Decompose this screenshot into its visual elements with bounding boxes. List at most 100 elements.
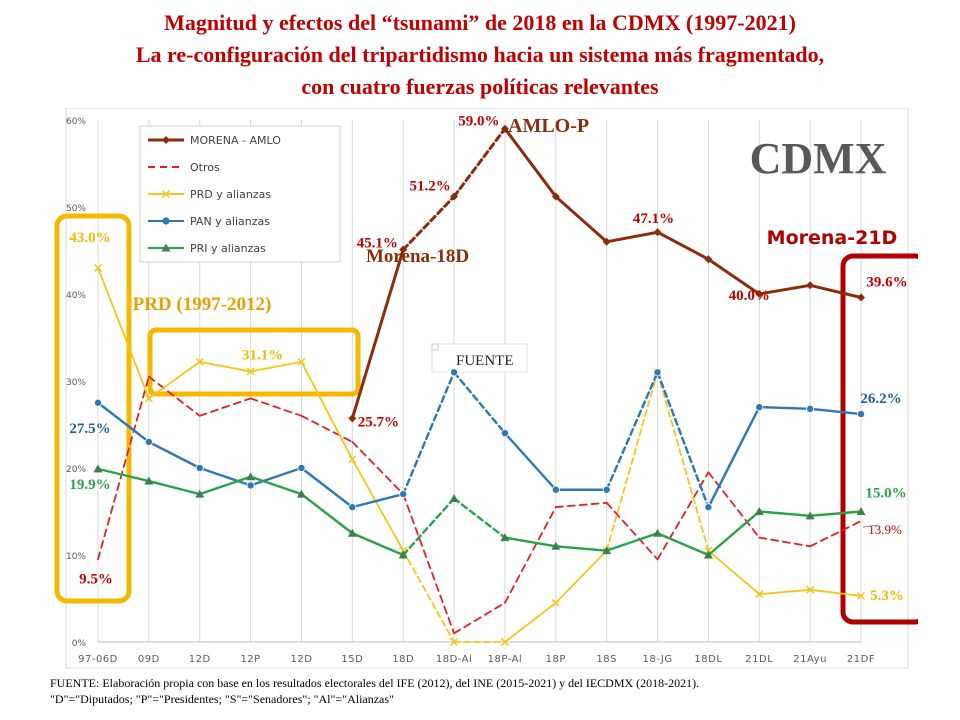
series-line-morena	[757, 283, 812, 296]
series-line-pri	[707, 510, 761, 557]
series-line-otros	[453, 601, 506, 635]
data-point-pan	[195, 463, 204, 472]
data-point-prd	[246, 367, 255, 376]
x-tick-label: 21DF	[847, 654, 875, 665]
legend-label-otros: Otros	[190, 161, 220, 174]
annotation-label: AMLO-P	[508, 115, 589, 137]
x-tick-label: 21Ayu	[793, 654, 827, 665]
series-line-otros	[402, 493, 455, 635]
series-line-otros	[554, 501, 608, 509]
data-point-pan	[297, 463, 306, 472]
data-label: 13.9%	[868, 522, 902, 537]
x-tick-label: 18S	[596, 654, 617, 665]
data-label: 45.1%	[357, 236, 398, 252]
data-point-prd	[500, 637, 509, 647]
series-line-otros	[147, 375, 201, 417]
legend-marker-prd	[161, 189, 171, 199]
series-line-prd	[198, 360, 252, 373]
data-point-prd	[755, 590, 764, 599]
series-line-morena	[656, 230, 710, 261]
series-line-otros	[351, 440, 405, 496]
series-line-pri	[758, 510, 812, 518]
data-point-morena	[755, 290, 764, 298]
series-line-pri	[300, 492, 354, 535]
data-point-pri	[246, 472, 256, 481]
series-line-pan	[452, 371, 507, 435]
series-line-pri	[147, 479, 201, 496]
series-line-otros	[198, 397, 252, 417]
data-point-morena	[450, 192, 459, 201]
chart-title-line-3: con cuatro fuerzas políticas relevantes	[301, 74, 659, 99]
data-point-morena	[551, 192, 560, 201]
series-line-prd	[554, 549, 608, 604]
data-point-prd	[806, 585, 815, 594]
data-point-prd	[450, 637, 459, 647]
series-line-prd	[504, 601, 557, 643]
x-tick-label: 12P	[240, 654, 260, 665]
source-note: FUENTE: Elaboración propia con base en l…	[50, 676, 700, 690]
x-tick-label: 12D	[189, 654, 211, 665]
series-line-pan	[198, 466, 252, 487]
data-point-pan	[246, 481, 255, 490]
data-point-prd	[144, 394, 153, 403]
series-line-pri	[605, 532, 659, 552]
series-line-otros	[300, 414, 354, 443]
leader-line	[862, 524, 878, 528]
series-line-pan	[147, 440, 201, 470]
line-chart: 0% 10% 20% 30% 40% 50% 60% 97-06D 09D 12D 12P 12D 15…	[54, 108, 918, 669]
series-line-pri	[452, 497, 507, 539]
y-tick-label: 20%	[66, 465, 86, 475]
data-point-pan	[500, 429, 509, 438]
data-label: 43.0%	[69, 230, 110, 246]
legend-label-pri: PRI y alianzas	[190, 242, 266, 255]
series-line-pan	[300, 466, 354, 509]
data-point-morena	[653, 228, 662, 237]
data-label: 5.3%	[870, 588, 904, 604]
series-line-prd	[249, 360, 303, 373]
inset-label: FUENTE	[456, 353, 514, 369]
data-label: 9.5%	[79, 571, 113, 587]
highlight-box-prd	[147, 327, 361, 397]
series-line-otros	[97, 375, 150, 561]
data-point-pri	[500, 533, 510, 542]
series-line-prd	[809, 588, 862, 597]
series-line-morena	[350, 248, 405, 420]
data-label: 26.2%	[860, 391, 901, 407]
series-line-pan	[96, 401, 151, 444]
x-tick-label: 18D-Al	[436, 654, 472, 665]
x-tick-label: 21DL	[745, 654, 773, 665]
data-label: 51.2%	[409, 179, 450, 195]
series-line-pan	[758, 405, 812, 411]
series-line-pri	[503, 536, 557, 548]
chart-title-line-1: Magnitud y efectos del “tsunami” de 2018…	[164, 10, 796, 35]
data-point-pri	[296, 489, 306, 498]
series-line-pan	[351, 492, 405, 509]
series-line-prd	[351, 458, 405, 552]
data-label: 39.6%	[866, 274, 907, 290]
series-line-pri	[656, 532, 710, 557]
data-label: 27.5%	[69, 421, 110, 437]
series-line-prd	[758, 588, 812, 596]
x-tick-label: 18P-Al	[488, 654, 523, 665]
data-point-pan	[551, 485, 560, 494]
y-tick-label: 0%	[72, 639, 87, 649]
x-tick-label: 15D	[341, 654, 363, 665]
series-line-pri	[249, 475, 303, 496]
data-point-morena	[500, 124, 509, 133]
series-line-prd	[300, 360, 354, 461]
inset-box	[431, 343, 528, 373]
data-point-pan	[399, 490, 408, 499]
data-point-morena	[704, 255, 713, 264]
series-line-morena	[808, 283, 863, 299]
series-line-otros	[809, 520, 862, 548]
series-line-morena	[503, 127, 558, 199]
series-line-prd	[707, 549, 761, 596]
series-line-prd	[402, 549, 455, 643]
x-tick-label: 97-06D	[78, 654, 118, 665]
x-tick-label: 18DL	[694, 654, 722, 665]
data-point-pri	[449, 493, 459, 502]
series-line-pan	[402, 371, 456, 496]
data-point-prd	[856, 591, 866, 600]
inset-handle	[431, 343, 439, 351]
legend-label-prd: PRD y alianzas	[190, 188, 271, 201]
